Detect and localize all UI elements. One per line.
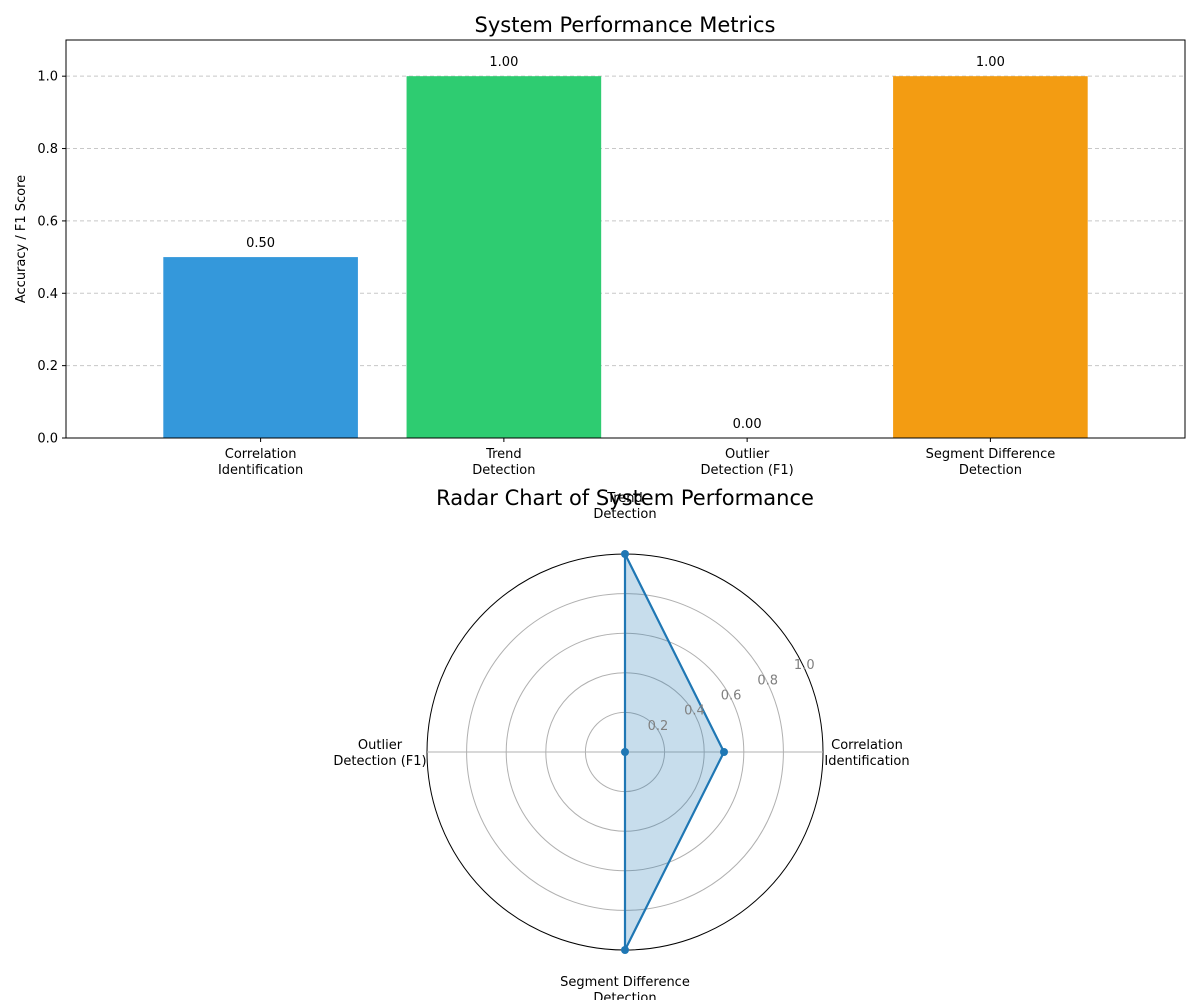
bar-y-tick-label: 1.0 [37, 70, 58, 85]
bar-data-label: 1.00 [976, 55, 1005, 70]
bar-plot-frame [65, 39, 1186, 439]
bar-y-tick-label: 0.8 [37, 142, 58, 157]
bar-x-tick-label: Segment Difference Detection [926, 447, 1056, 478]
bar-data-label: 0.50 [246, 236, 275, 251]
bar-data-label: 0.00 [733, 417, 762, 432]
radar-point [621, 550, 629, 558]
bar-y-tick-label: 0.4 [37, 287, 58, 302]
bar-x-tick-label: Trend Detection [472, 447, 535, 478]
bar [893, 76, 1088, 438]
radar-series [621, 550, 728, 954]
radar-r-tick-label: 0.8 [757, 673, 778, 688]
radar-point [720, 748, 728, 756]
bar-chart: System Performance Metrics 0.00.20.40.60… [14, 13, 1186, 478]
radar-axis-labels: Correlation Identification Trend Detection O… [333, 491, 909, 1000]
radar-radial-ticks: 0.2 0.4 0.6 0.8 1.0 [648, 658, 815, 734]
radar-r-tick-label: 0.6 [721, 689, 742, 704]
radar-axis-label: Trend Detection [593, 491, 656, 522]
radar-chart-title: Radar Chart of System Performance [436, 486, 814, 510]
bar [406, 76, 602, 438]
radar-r-tick-label: 0.2 [648, 719, 669, 734]
bar-data-label: 1.00 [489, 55, 518, 70]
radar-axis-label: Correlation Identification [824, 738, 909, 769]
bar-x-tick-label: Outlier Detection (F1) [701, 447, 794, 478]
bar-y-ticks: 0.0 0.2 0.4 0.6 0.8 1.0 [37, 70, 66, 447]
radar-axis-label: Outlier Detection (F1) [333, 738, 426, 769]
bar [163, 257, 358, 438]
bar-y-tick-label: 0.6 [37, 214, 58, 229]
bar-x-tick-label: Correlation Identification [218, 447, 303, 478]
radar-chart: Radar Chart of System Performance 0.2 0.4… [333, 486, 909, 1000]
bar-series [163, 76, 1088, 438]
bar-y-axis-label: Accuracy / F1 Score [14, 175, 29, 303]
radar-fill [625, 554, 724, 950]
bar-x-ticks: Correlation Identification Trend Detection O… [218, 438, 1055, 478]
bar-y-tick-label: 0.0 [37, 432, 58, 447]
radar-r-tick-label: 0.4 [684, 704, 705, 719]
radar-r-tick-label: 1.0 [794, 658, 815, 673]
radar-point [621, 946, 629, 954]
bar-y-tick-label: 0.2 [37, 359, 58, 374]
bar-data-labels: 0.50 1.00 0.00 1.00 [246, 55, 1005, 432]
bar-chart-title: System Performance Metrics [475, 13, 776, 37]
radar-axis-label: Segment Difference Detection [560, 975, 690, 1000]
radar-point [621, 748, 629, 756]
